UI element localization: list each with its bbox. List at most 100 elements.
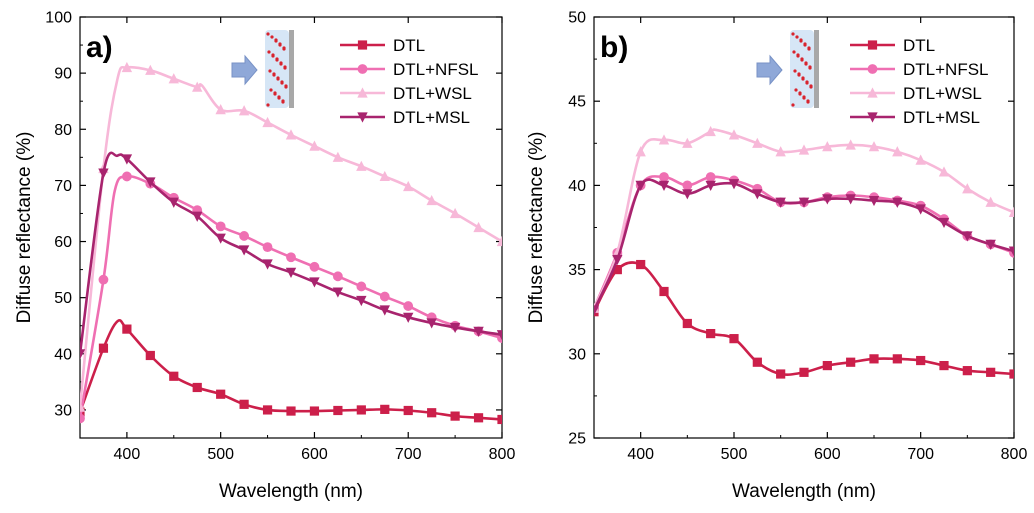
data-point xyxy=(892,197,903,208)
y-tick-label: 90 xyxy=(54,66,72,83)
data-point xyxy=(169,371,179,381)
data-point xyxy=(332,287,344,298)
sample-schematic-icon xyxy=(756,30,819,108)
particle-dot xyxy=(277,95,281,99)
particle-dot xyxy=(267,50,271,54)
y-tick-label: 80 xyxy=(54,122,72,139)
chart-panel-2: 400 500 600 700 800 25 30 35 40 45 50 Wavelength (n… xyxy=(526,10,1027,503)
data-point xyxy=(868,195,880,207)
data-point xyxy=(239,399,249,409)
data-point xyxy=(798,144,810,155)
data-point xyxy=(262,242,273,253)
data-point xyxy=(285,129,297,140)
data-point xyxy=(168,73,179,84)
particle-dot xyxy=(805,80,809,84)
data-point xyxy=(799,367,809,377)
particle-dot xyxy=(795,35,799,39)
particle-dot xyxy=(803,42,807,46)
particle-dot xyxy=(806,99,810,103)
data-point xyxy=(962,183,973,194)
particle-dot xyxy=(278,42,282,46)
y-tick-label: 30 xyxy=(54,402,72,419)
data-point xyxy=(473,221,484,233)
chart-panel-1: 400 500 600 700 800 30 40 50 60 70 80 90 100 Waveleng… xyxy=(14,10,515,503)
y-tick-label: 30 xyxy=(568,346,586,363)
y-tick-label: 40 xyxy=(568,178,586,195)
data-point xyxy=(309,277,320,288)
data-point xyxy=(145,177,156,188)
x-axis-label: Wavelength (nm) xyxy=(219,481,363,502)
legend-marker xyxy=(867,112,878,123)
x-tick-label: 500 xyxy=(207,446,234,463)
y-tick-label: 40 xyxy=(54,346,72,363)
series-line xyxy=(80,174,502,419)
legend-marker xyxy=(357,112,368,123)
data-point xyxy=(309,261,320,272)
data-point xyxy=(380,404,390,414)
particle-dot xyxy=(280,80,284,84)
series-DTL+MSL xyxy=(594,178,1014,316)
data-point xyxy=(98,343,109,353)
data-point xyxy=(752,189,763,200)
legend: DTL DTL+NFSL DTL+WSL DTL+MSL xyxy=(340,36,479,127)
y-tick-label: 25 xyxy=(568,431,586,448)
data-point xyxy=(356,160,367,171)
data-point xyxy=(728,129,740,140)
data-point xyxy=(846,357,856,367)
data-point xyxy=(916,355,926,366)
legend-marker xyxy=(867,40,878,50)
y-tick-label: 60 xyxy=(54,234,72,251)
legend-label: DTL+NFSL xyxy=(393,60,479,79)
data-point xyxy=(121,171,132,182)
substrate-layer xyxy=(814,30,819,108)
data-point xyxy=(427,408,437,418)
particle-dot xyxy=(791,103,795,107)
y-tick-label: 50 xyxy=(54,290,72,307)
data-point xyxy=(868,141,880,152)
series-DTL+NFSL xyxy=(594,172,1014,314)
particle-dot xyxy=(796,53,800,57)
legend-marker xyxy=(357,64,368,74)
data-point xyxy=(192,81,203,92)
particle-dot xyxy=(272,72,276,76)
plot-frame xyxy=(79,16,503,439)
data-point xyxy=(635,180,646,191)
data-point xyxy=(332,271,343,282)
data-point xyxy=(449,207,461,219)
particle-dot xyxy=(275,57,279,61)
data-point xyxy=(449,322,461,334)
data-point xyxy=(1008,206,1014,217)
data-point xyxy=(473,413,484,423)
data-point xyxy=(915,154,926,165)
substrate-layer xyxy=(289,30,294,108)
data-point xyxy=(938,166,950,177)
data-point xyxy=(356,281,367,292)
data-point xyxy=(496,330,502,341)
legend-marker xyxy=(867,64,878,74)
particle-dot xyxy=(276,76,280,80)
data-point xyxy=(473,326,484,337)
data-point xyxy=(192,211,203,222)
data-point xyxy=(915,204,926,215)
particle-dot xyxy=(269,88,273,92)
particle-dot xyxy=(797,72,801,76)
y-tick-label: 100 xyxy=(45,10,72,27)
data-point xyxy=(145,64,156,75)
data-point xyxy=(594,305,600,316)
particle-dot xyxy=(282,46,286,50)
particle-dot xyxy=(274,38,278,42)
legend: DTL DTL+NFSL DTL+WSL DTL+MSL xyxy=(850,36,989,127)
particle-dot xyxy=(266,32,270,36)
data-point xyxy=(985,196,996,207)
data-point xyxy=(822,141,833,152)
particle-dot xyxy=(804,61,808,65)
series-DTL+WSL xyxy=(80,61,502,412)
panel-label: a) xyxy=(86,31,113,64)
data-point xyxy=(869,354,879,364)
legend-label: DTL+WSL xyxy=(903,84,982,103)
data-point xyxy=(962,231,973,242)
data-point xyxy=(775,146,786,157)
x-tick-label: 800 xyxy=(489,446,516,463)
x-tick-label: 700 xyxy=(395,446,422,463)
